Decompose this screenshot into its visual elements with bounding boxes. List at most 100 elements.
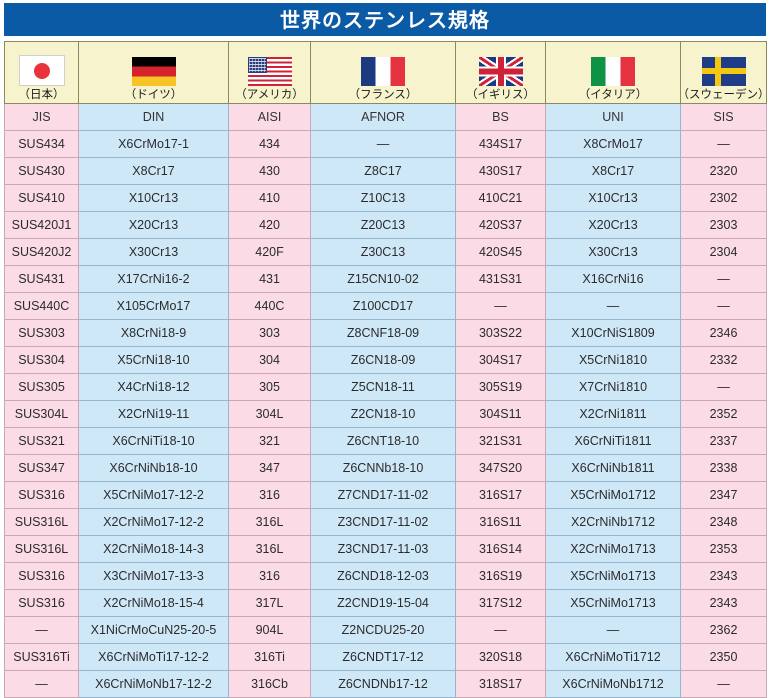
table-row: SUS316 X5CrNiMo17-12-2 316 Z7CND17-11-02 316…: [4, 481, 767, 509]
cell-uni: X6CrNiMoNb1712: [545, 670, 681, 698]
country-cell-usa: （アメリカ）: [228, 41, 311, 104]
cell-afnor: Z2NCDU25-20: [310, 616, 456, 644]
cell-jis: SUS304L: [4, 400, 79, 428]
cell-bs: 410C21: [455, 184, 546, 212]
cell-afnor: Z2CND19-15-04: [310, 589, 456, 617]
cell-uni: X5CrNiMo1712: [545, 481, 681, 509]
cell-din: X17CrNi16-2: [78, 265, 229, 293]
cell-afnor: Z10C13: [310, 184, 456, 212]
cell-afnor: Z15CN10-02: [310, 265, 456, 293]
country-label-japan: （日本）: [18, 87, 65, 102]
table-row: SUS305 X4CrNi18-12 305 Z5CN18-11 305S19 X7CrN…: [4, 373, 767, 401]
cell-aisi: 431: [228, 265, 311, 293]
cell-aisi: 316Ti: [228, 643, 311, 671]
cell-sis: 2352: [680, 400, 767, 428]
table-row: — X6CrNiMoNb17-12-2 316Cb Z6CNDNb17-12 318S1…: [4, 670, 767, 698]
usa-flag-canton: [247, 57, 267, 73]
cell-afnor: —: [310, 130, 456, 158]
cell-aisi: 321: [228, 427, 311, 455]
cell-uni: X2CrNi1811: [545, 400, 681, 428]
cell-uni: X20Cr13: [545, 211, 681, 239]
cell-afnor: Z3CND17-11-02: [310, 508, 456, 536]
cell-uni: X6CrNiNb1811: [545, 454, 681, 482]
cell-sis: 2337: [680, 427, 767, 455]
cell-uni: —: [545, 616, 681, 644]
france-flag-icon: [361, 57, 405, 87]
cell-jis: SUS420J1: [4, 211, 79, 239]
table-row: SUS347 X6CrNiNb18-10 347 Z6CNNb18-10 347S20 X…: [4, 454, 767, 482]
cell-afnor: Z30C13: [310, 238, 456, 266]
cell-aisi: 317L: [228, 589, 311, 617]
page-title-bar: 世界のステンレス規格: [4, 3, 766, 36]
table-row: SUS321 X6CrNiTi18-10 321 Z6CNT18-10 321S31 X6…: [4, 427, 767, 455]
country-flag-row: （日本） （ドイツ）: [4, 41, 770, 104]
cell-uni: X7CrNi1810: [545, 373, 681, 401]
cell-sis: 2320: [680, 157, 767, 185]
uk-flag-icon: [478, 57, 523, 87]
cell-jis: SUS410: [4, 184, 79, 212]
usa-flag-icon: [247, 57, 292, 87]
cell-din: X8Cr17: [78, 157, 229, 185]
cell-sis: 2304: [680, 238, 767, 266]
cell-din: X3CrNiMo17-13-3: [78, 562, 229, 590]
standards-table-body: JIS DIN AISI AFNOR BS UNI SIS SUS434 X6CrMo17-1 4…: [4, 103, 767, 698]
cell-din: X20Cr13: [78, 211, 229, 239]
cell-uni: X8CrMo17: [545, 130, 681, 158]
country-label-germany: （ドイツ）: [124, 87, 183, 102]
cell-jis: SUS347: [4, 454, 79, 482]
cell-bs: —: [455, 616, 546, 644]
table-row: — X1NiCrMoCuN25-20-5 904L Z2NCDU25-20— —2362: [4, 616, 767, 644]
cell-din: X2CrNiMo18-15-4: [78, 589, 229, 617]
cell-uni: —: [545, 292, 681, 320]
cell-din: X1NiCrMoCuN25-20-5: [78, 616, 229, 644]
cell-afnor: Z100CD17: [310, 292, 456, 320]
cell-sis: 2362: [680, 616, 767, 644]
cell-din: X6CrNiMoNb17-12-2: [78, 670, 229, 698]
cell-din: X2CrNiMo18-14-3: [78, 535, 229, 563]
cell-bs: 318S17: [455, 670, 546, 698]
table-row: SUS410 X10Cr13 410 Z10C13 410C21 X10Cr13 2302: [4, 184, 767, 212]
cell-afnor: Z8CNF18-09: [310, 319, 456, 347]
cell-din: X8CrNi18-9: [78, 319, 229, 347]
cell-aisi: 316: [228, 562, 311, 590]
cell-sis: 2346: [680, 319, 767, 347]
cell-afnor: Z6CNDT17-12: [310, 643, 456, 671]
cell-uni: X6CrNiMoTi1712: [545, 643, 681, 671]
cell-sis: 2338: [680, 454, 767, 482]
standards-table: （日本） （ドイツ）: [4, 41, 770, 698]
cell-bs: 320S18: [455, 643, 546, 671]
cell-din: X6CrMo17-1: [78, 130, 229, 158]
cell-afnor: Z5CN18-11: [310, 373, 456, 401]
cell-uni: X10CrNiS1809: [545, 319, 681, 347]
cell-aisi: 440C: [228, 292, 311, 320]
cell-sis: —: [680, 265, 767, 293]
cell-uni: X5CrNi1810: [545, 346, 681, 374]
table-row: SUS440C X105CrMo17 440C Z100CD17— — —: [4, 292, 767, 320]
cell-aisi: 316L: [228, 508, 311, 536]
cell-jis: SUS316L: [4, 535, 79, 563]
cell-aisi: 305: [228, 373, 311, 401]
cell-sis: —: [680, 670, 767, 698]
cell-jis: SUS316: [4, 589, 79, 617]
cell-jis: SUS316Ti: [4, 643, 79, 671]
country-cell-france: （フランス）: [310, 41, 456, 104]
cell-aisi: 410: [228, 184, 311, 212]
country-cell-germany: （ドイツ）: [78, 41, 229, 104]
cell-uni: X5CrNiMo1713: [545, 562, 681, 590]
country-label-italy: （イタリア）: [578, 87, 648, 102]
cell-din: X2CrNi19-11: [78, 400, 229, 428]
column-header-uni: UNI: [545, 103, 681, 131]
table-row: SUS430 X8Cr17 430 Z8C17 430S17 X8Cr17 2320: [4, 157, 767, 185]
uk-flag-cross-red: [478, 57, 523, 87]
cell-jis: SUS303: [4, 319, 79, 347]
country-label-uk: （イギリス）: [466, 87, 535, 102]
cell-bs: 316S14: [455, 535, 546, 563]
cell-jis: SUS420J2: [4, 238, 79, 266]
cell-bs: 434S17: [455, 130, 546, 158]
cell-din: X5CrNiMo17-12-2: [78, 481, 229, 509]
cell-uni: X2CrNiNb1712: [545, 508, 681, 536]
cell-sis: 2347: [680, 481, 767, 509]
table-row: SUS316 X3CrNiMo17-13-3 316 Z6CND18-12-03 316…: [4, 562, 767, 590]
cell-din: X105CrMo17: [78, 292, 229, 320]
